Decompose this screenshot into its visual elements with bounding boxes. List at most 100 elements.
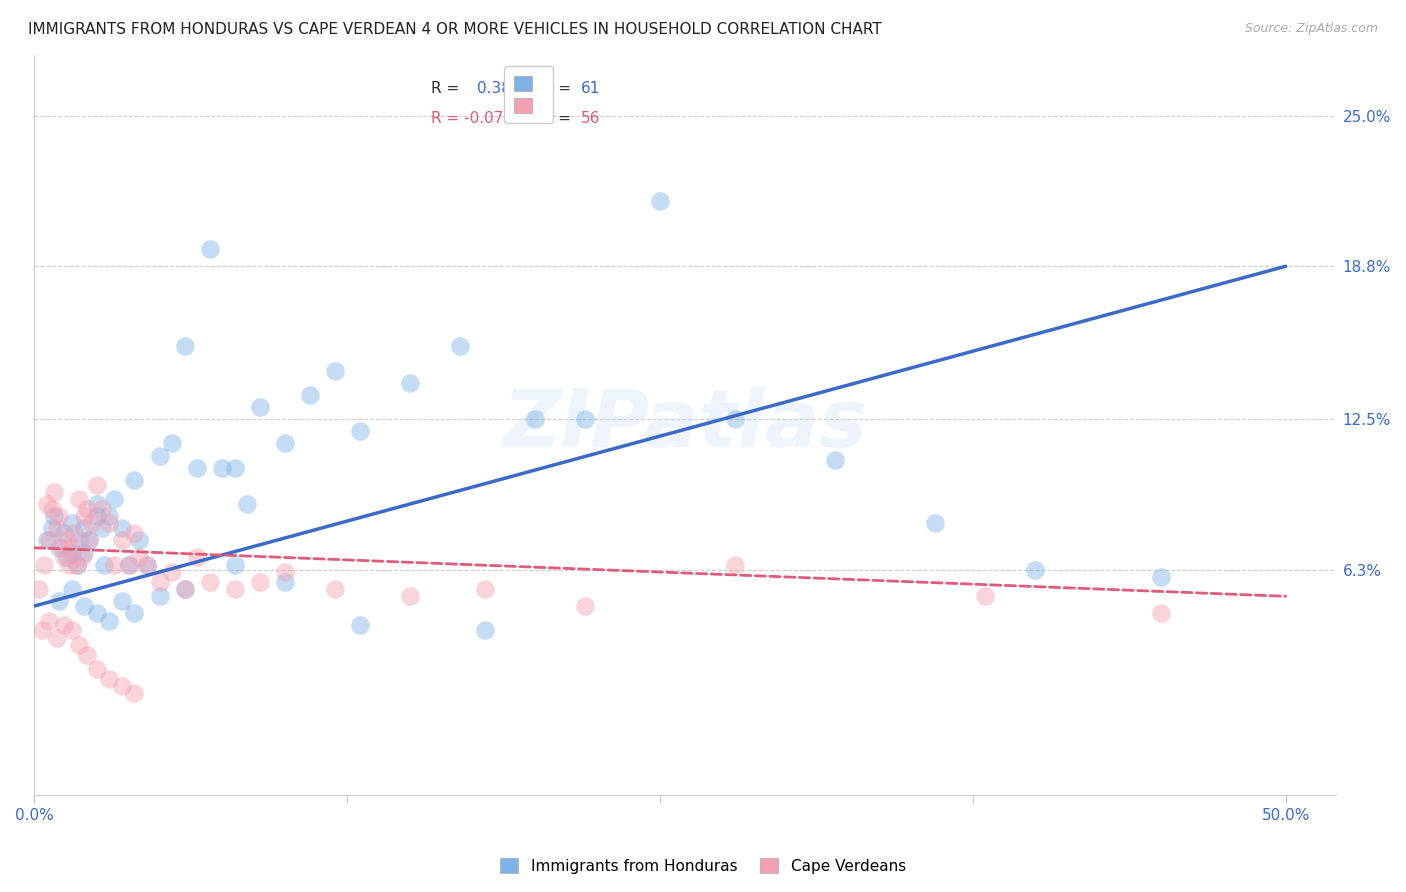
Point — [160, 565, 183, 579]
Point — [53, 526, 76, 541]
Point — [349, 424, 371, 438]
Point — [118, 558, 141, 572]
Point — [273, 436, 295, 450]
Point — [224, 558, 246, 572]
Point — [124, 526, 146, 541]
Text: 56: 56 — [581, 111, 600, 126]
Point — [1149, 570, 1171, 584]
Point — [186, 550, 208, 565]
Point — [93, 558, 115, 572]
Point — [45, 631, 67, 645]
Point — [523, 412, 546, 426]
Point — [44, 485, 66, 500]
Point — [224, 582, 246, 596]
Point — [273, 574, 295, 589]
Point — [124, 607, 146, 621]
Point — [111, 679, 134, 693]
Point — [148, 589, 170, 603]
Point — [86, 509, 108, 524]
Text: ZIPatlas: ZIPatlas — [502, 386, 868, 464]
Point — [48, 541, 70, 555]
Point — [160, 436, 183, 450]
Point — [63, 526, 86, 541]
Point — [124, 473, 146, 487]
Point — [98, 672, 121, 686]
Point — [98, 509, 121, 524]
Point — [1024, 563, 1046, 577]
Point — [98, 516, 121, 531]
Point — [924, 516, 946, 531]
Point — [48, 509, 70, 524]
Point — [79, 533, 101, 548]
Point — [449, 339, 471, 353]
Point — [67, 533, 90, 548]
Point — [80, 516, 103, 531]
Point — [648, 194, 671, 208]
Point — [60, 624, 83, 638]
Point — [824, 453, 846, 467]
Point — [98, 614, 121, 628]
Legend: , : , — [505, 67, 554, 123]
Point — [60, 541, 83, 555]
Point — [124, 686, 146, 700]
Point — [53, 550, 76, 565]
Point — [249, 400, 271, 414]
Point — [323, 582, 346, 596]
Point — [35, 497, 58, 511]
Point — [398, 376, 420, 390]
Point — [173, 582, 195, 596]
Point — [56, 533, 79, 548]
Point — [273, 565, 295, 579]
Point — [186, 460, 208, 475]
Point — [76, 502, 98, 516]
Point — [76, 648, 98, 662]
Point — [474, 582, 496, 596]
Point — [136, 558, 159, 572]
Legend: Immigrants from Honduras, Cape Verdeans: Immigrants from Honduras, Cape Verdeans — [494, 852, 912, 880]
Point — [111, 521, 134, 535]
Point — [35, 533, 58, 548]
Point — [148, 574, 170, 589]
Point — [31, 624, 53, 638]
Point — [173, 582, 195, 596]
Point — [349, 618, 371, 632]
Point — [67, 638, 90, 652]
Point — [38, 533, 60, 548]
Point — [574, 599, 596, 613]
Point — [41, 502, 63, 516]
Point — [398, 589, 420, 603]
Point — [70, 550, 93, 565]
Text: N =: N = — [541, 81, 576, 96]
Point — [249, 574, 271, 589]
Text: IMMIGRANTS FROM HONDURAS VS CAPE VERDEAN 4 OR MORE VEHICLES IN HOUSEHOLD CORRELA: IMMIGRANTS FROM HONDURAS VS CAPE VERDEAN… — [28, 22, 882, 37]
Text: 0.389: 0.389 — [477, 81, 520, 96]
Point — [198, 574, 221, 589]
Point — [224, 460, 246, 475]
Point — [51, 541, 73, 555]
Point — [128, 550, 150, 565]
Point — [86, 607, 108, 621]
Point — [574, 412, 596, 426]
Point — [60, 546, 83, 560]
Point — [79, 533, 101, 548]
Point — [1149, 607, 1171, 621]
Point — [60, 582, 83, 596]
Point — [974, 589, 997, 603]
Point — [38, 614, 60, 628]
Point — [118, 558, 141, 572]
Point — [28, 582, 51, 596]
Point — [73, 509, 96, 524]
Point — [41, 521, 63, 535]
Point — [111, 533, 134, 548]
Point — [323, 363, 346, 377]
Point — [103, 492, 125, 507]
Point — [66, 558, 89, 572]
Text: N =: N = — [541, 111, 576, 126]
Text: 61: 61 — [581, 81, 600, 96]
Point — [148, 449, 170, 463]
Point — [58, 558, 80, 572]
Point — [724, 412, 747, 426]
Point — [60, 516, 83, 531]
Point — [724, 558, 747, 572]
Point — [173, 339, 195, 353]
